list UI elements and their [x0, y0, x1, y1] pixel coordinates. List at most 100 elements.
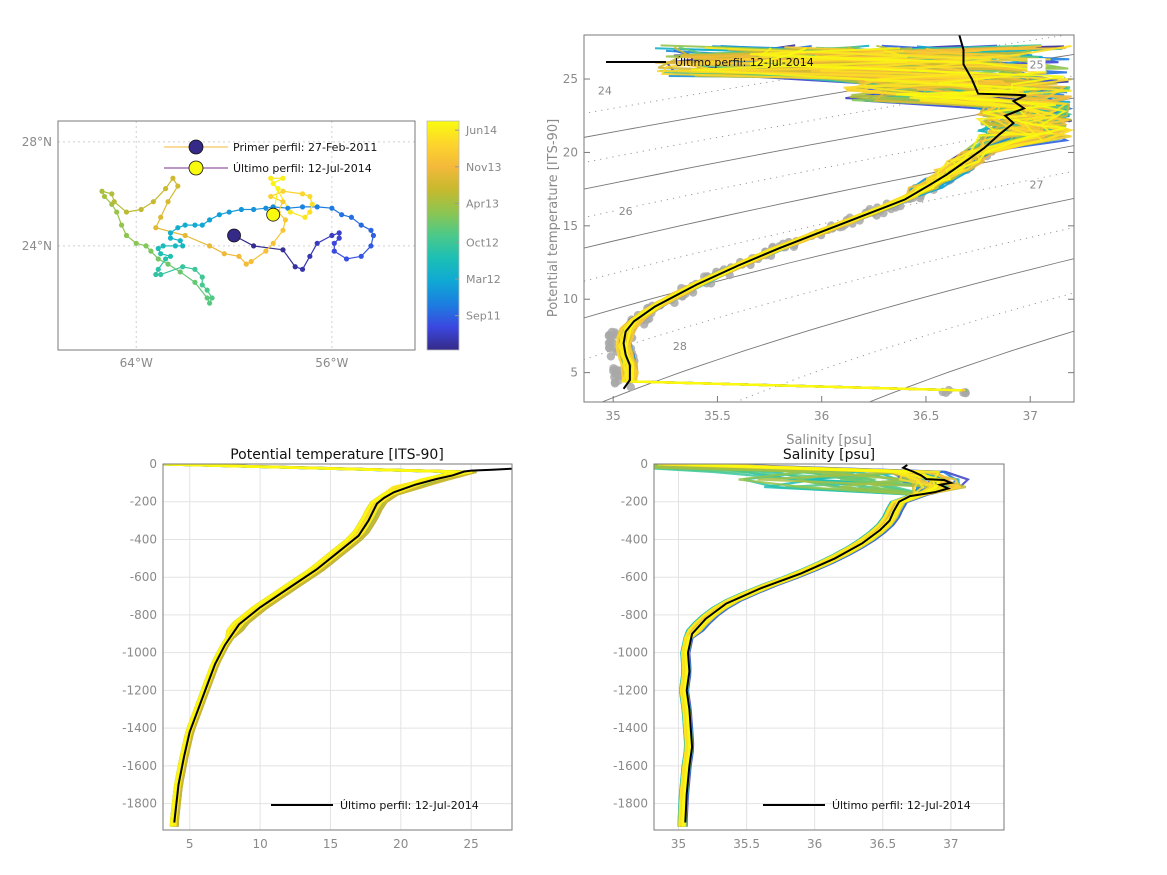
sal-profile-legend: Último perfil: 12-Jul-2014 [763, 799, 971, 812]
track-point [268, 175, 274, 181]
float-profile-line [656, 464, 956, 827]
map-ytick-label: 24°N [22, 239, 52, 253]
last-profile-marker [266, 207, 281, 222]
float-profile-line [679, 464, 955, 827]
track-point [336, 235, 342, 241]
track-point [358, 222, 364, 228]
temp-profile-grid [163, 463, 512, 830]
float-profile-line [683, 464, 960, 827]
track-point [182, 232, 188, 239]
track-point [199, 282, 205, 288]
float-profile-line [173, 464, 468, 827]
float-profile-line [175, 464, 469, 827]
track-point [155, 245, 161, 252]
float-profile-line [164, 464, 451, 827]
float-profile-line [170, 464, 459, 827]
track-segment [282, 249, 296, 268]
float-profile-line [684, 464, 967, 827]
track-point [204, 287, 210, 293]
track-point [263, 248, 269, 254]
track-point [192, 279, 198, 285]
float-profile-line [174, 464, 467, 827]
sp-xtick-label: 36.5 [869, 837, 896, 851]
float-profile-line [174, 464, 473, 827]
float-profile-line [666, 464, 915, 827]
colorbar-label: Sep11 [466, 310, 501, 323]
track-segment [167, 185, 179, 202]
tp-ytick-label: -400 [130, 532, 157, 546]
float-profile-line [167, 464, 453, 827]
float-profile-line [170, 464, 456, 827]
ts-last-profile-line [622, 35, 1027, 390]
isopycnal-label: 28 [673, 340, 687, 353]
track-segment [272, 229, 284, 244]
float-profile-line [172, 464, 465, 827]
float-profile-line [168, 464, 467, 827]
track-point [167, 235, 174, 241]
legend-last-label: Último perfil: 12-Jul-2014 [233, 162, 372, 175]
tp-xtick-label: 25 [464, 837, 479, 851]
tp-xtick-label: 15 [323, 837, 338, 851]
float-profile-line [682, 464, 958, 827]
track-point [307, 253, 313, 259]
track-point [236, 253, 242, 259]
colorbar-label: Jun14 [465, 124, 497, 137]
ts-ytick-label: 5 [570, 366, 578, 380]
ts-ticks: 35 35.5 36 36.5 37 5 10 15 20 25 [563, 72, 1074, 423]
track-point [158, 271, 164, 278]
track-point [167, 230, 174, 236]
float-profile-line [668, 464, 945, 827]
float-profile-line [167, 464, 452, 827]
tp-ytick-label: -200 [130, 495, 157, 509]
track-point [299, 204, 306, 210]
float-profile-line [173, 464, 465, 827]
track-point [180, 264, 186, 270]
track-point [270, 180, 276, 187]
float-profile-line [169, 464, 459, 827]
track-point [263, 205, 269, 211]
isopycnal-label-bg [1027, 178, 1046, 192]
sp-ytick-label: -800 [621, 608, 648, 622]
track-point [192, 266, 198, 272]
track-point [192, 222, 198, 228]
track-point [329, 232, 335, 239]
track-point [155, 266, 161, 272]
track-point [280, 247, 286, 253]
map-xtick-label: 56°W [315, 356, 348, 370]
track-point [204, 295, 210, 301]
legend-first-marker [188, 139, 204, 155]
colorbar-label: Mar12 [466, 273, 501, 286]
sp-ytick-label: -1000 [613, 646, 648, 660]
isopycnal-solid [868, 330, 1074, 402]
colorbar-label: Oct12 [466, 236, 499, 249]
tp-ytick-label: -1400 [122, 721, 157, 735]
track-point [243, 261, 249, 267]
track-point [182, 222, 188, 228]
track-point [123, 209, 130, 215]
map-grid [58, 121, 415, 350]
ts-axes: 24 25 26 27 28 35 35.5 36 36.5 37 5 10 15 20 25 Salin… [546, 34, 1075, 448]
sp-xtick-label: 36 [807, 837, 822, 851]
float-profile-line [654, 465, 942, 827]
float-profile-line [680, 464, 948, 827]
track-segment [113, 201, 127, 213]
track-point [158, 214, 164, 220]
track-point [207, 217, 213, 223]
sp-xtick-label: 35 [671, 837, 686, 851]
float-profile-line [173, 464, 467, 827]
track-point [199, 222, 205, 228]
float-profile-line [682, 464, 956, 827]
track-point [109, 191, 115, 197]
track-segment [282, 190, 303, 195]
float-profile-line [684, 464, 957, 827]
sp-ytick-label: 0 [640, 457, 648, 471]
track-point [331, 240, 337, 246]
track-point [309, 201, 315, 207]
track-point [111, 199, 117, 205]
map-ticks: 64°W 56°W 24°N 28°N [22, 135, 349, 370]
float-profile-line [173, 464, 470, 827]
ts-frame [583, 34, 1075, 403]
track-point [251, 243, 257, 249]
float-profile-line [683, 464, 955, 827]
